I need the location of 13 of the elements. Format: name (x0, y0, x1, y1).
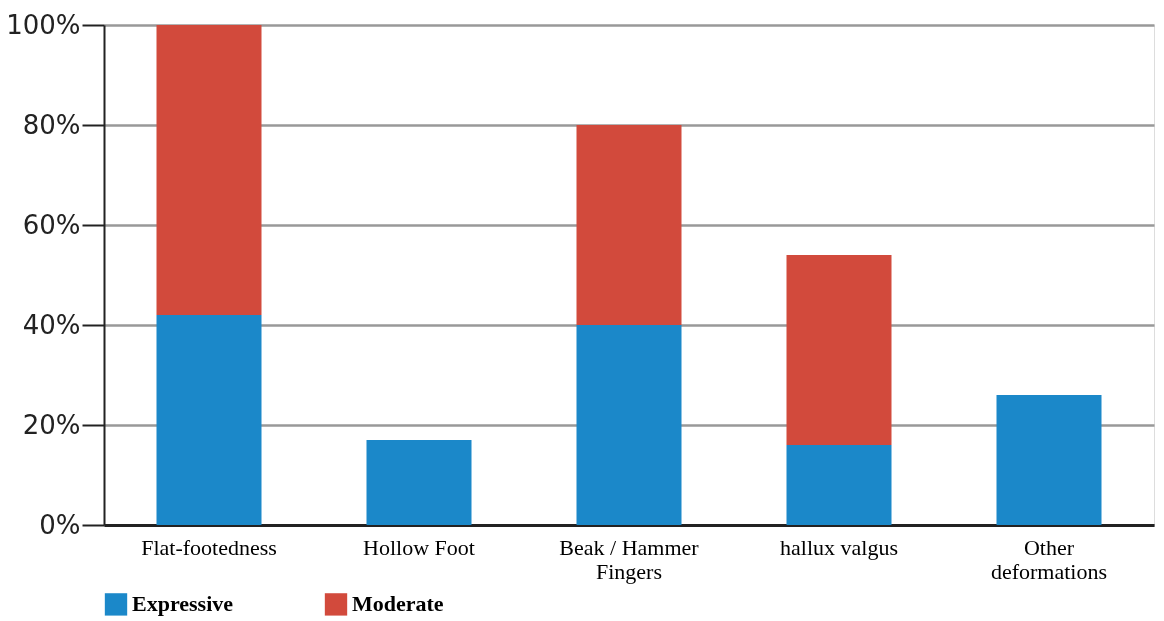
y-tick-label: 40% (22, 309, 81, 340)
y-tick-label: 60% (22, 209, 81, 240)
y-tick-label: 20% (22, 409, 81, 440)
x-tick-label: Other deformations (990, 534, 1108, 584)
y-tick-label: 100% (6, 9, 81, 40)
x-tick-label: Flat-footedness (141, 534, 277, 560)
y-tick-label: 0% (39, 509, 81, 540)
x-tick-label: hallux valgus (780, 534, 898, 560)
y-tick-label: 80% (22, 109, 81, 140)
x-tick-label: Beak / Hammer Fingers (559, 534, 700, 584)
x-tick-label: Hollow Foot (363, 534, 475, 560)
legend-label: Expressive (132, 591, 234, 617)
legend-label: Moderate (352, 591, 444, 617)
